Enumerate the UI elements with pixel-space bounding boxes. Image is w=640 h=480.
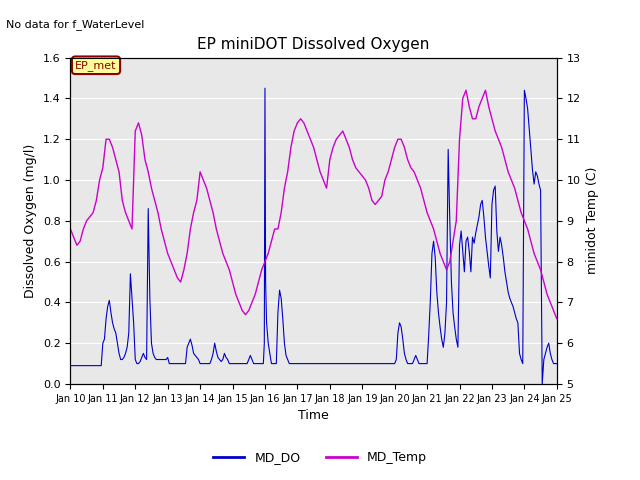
MD_DO: [228, 361, 236, 367]
X-axis label: Time: Time: [298, 409, 329, 422]
MD_Temp: [67, 226, 74, 232]
Line: MD_Temp: MD_Temp: [70, 90, 557, 319]
MD_Temp: [547, 300, 554, 305]
Title: EP miniDOT Dissolved Oxygen: EP miniDOT Dissolved Oxygen: [197, 37, 430, 52]
MD_DO: [538, 381, 546, 387]
MD_Temp: [239, 308, 246, 313]
MD_Temp: [303, 128, 311, 134]
MD_DO: [264, 340, 272, 346]
MD_DO: [145, 205, 152, 211]
MD_DO: [261, 85, 269, 91]
MD_DO: [94, 363, 102, 369]
Y-axis label: minidot Temp (C): minidot Temp (C): [586, 167, 599, 275]
MD_DO: [535, 181, 543, 187]
Text: EP_met: EP_met: [76, 60, 116, 71]
MD_Temp: [374, 198, 382, 204]
MD_DO: [553, 361, 561, 367]
MD_Temp: [362, 177, 369, 183]
Text: No data for f_WaterLevel: No data for f_WaterLevel: [6, 19, 145, 30]
MD_DO: [67, 363, 74, 369]
MD_Temp: [553, 316, 561, 322]
MD_DO: [280, 340, 288, 346]
MD_Temp: [407, 165, 415, 171]
Y-axis label: Dissolved Oxygen (mg/l): Dissolved Oxygen (mg/l): [24, 144, 37, 298]
Legend: MD_DO, MD_Temp: MD_DO, MD_Temp: [208, 446, 432, 469]
Line: MD_DO: MD_DO: [70, 88, 557, 384]
MD_Temp: [462, 87, 470, 93]
